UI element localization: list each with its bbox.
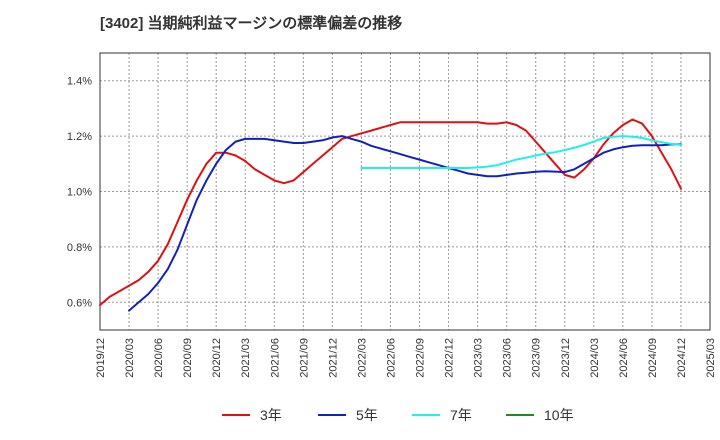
x-tick-label: 2022/12 (444, 338, 456, 378)
legend-swatch (412, 414, 440, 416)
x-tick-label: 2020/03 (124, 338, 136, 378)
y-tick-label: 1.2% (67, 131, 92, 143)
legend-item: 3年 (222, 402, 282, 428)
x-tick-label: 2024/06 (618, 338, 630, 378)
x-tick-label: 2024/12 (676, 338, 688, 378)
legend-label: 7年 (450, 407, 472, 423)
series-line-0 (99, 118, 682, 307)
x-tick-label: 2019/12 (95, 338, 107, 378)
legend-label: 3年 (260, 407, 282, 423)
chart-title: [3402] 当期純利益マージンの標準偏差の推移 (100, 15, 403, 32)
horizontal-grid (100, 80, 710, 303)
x-tick-label: 2023/12 (560, 338, 572, 378)
y-tick-label: 0.8% (67, 242, 92, 254)
x-axis: 2019/12 2020/03 2020/06 2020/09 2020/12 2021/… (95, 338, 717, 378)
x-tick-label: 2023/06 (502, 338, 514, 378)
x-tick-label: 2021/12 (327, 338, 339, 378)
y-tick-label: 1.4% (67, 76, 92, 88)
x-tick-label: 2021/03 (240, 338, 252, 378)
x-tick-label: 2024/09 (647, 338, 659, 378)
x-tick-label: 2021/09 (298, 338, 310, 378)
x-tick-label: 2023/09 (531, 338, 543, 378)
legend-label: 5年 (356, 407, 378, 423)
series-lines (99, 118, 682, 312)
y-axis: 0.6% 0.8% 1.0% 1.2% 1.4% (67, 76, 92, 310)
legend-label: 10年 (544, 407, 574, 423)
x-tick-label: 2021/06 (269, 338, 281, 378)
legend-item: 5年 (318, 402, 378, 428)
x-tick-label: 2025/03 (705, 338, 717, 378)
legend-item: 10年 (506, 402, 574, 428)
x-tick-label: 2022/06 (385, 338, 397, 378)
y-tick-label: 0.6% (67, 297, 92, 309)
x-tick-label: 2020/12 (211, 338, 223, 378)
legend-swatch (318, 414, 346, 416)
x-tick-label: 2020/09 (182, 338, 194, 378)
legend-item: 7年 (412, 402, 472, 428)
legend-swatch (222, 414, 250, 416)
legend-swatch (506, 414, 534, 416)
x-tick-label: 2023/03 (473, 338, 485, 378)
x-tick-label: 2022/09 (415, 338, 427, 378)
x-tick-label: 2024/03 (589, 338, 601, 378)
y-tick-label: 1.0% (67, 187, 92, 199)
x-tick-label: 2020/06 (153, 338, 165, 378)
x-tick-label: 2022/03 (356, 338, 368, 378)
legend: 3年 5年 7年 10年 (0, 402, 720, 428)
series-line-1 (128, 135, 682, 312)
plot-border (99, 52, 711, 331)
series-line-2 (360, 135, 682, 169)
